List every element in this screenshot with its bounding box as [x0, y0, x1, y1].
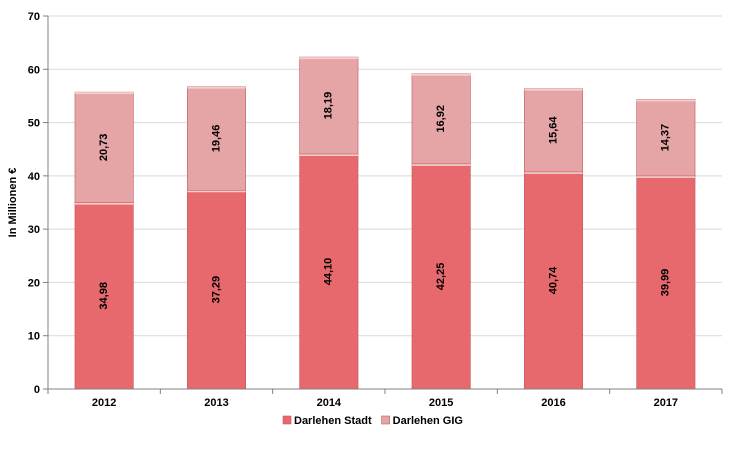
- axes: 0 10 20 30 40 50 60 70 2012 2013 2014 2015 2016 2017: [28, 11, 723, 409]
- bars: 34,98 20,73 37,29 19,46 44,10 18,19 42,25 16,92…: [74, 56, 696, 390]
- y-tick-label: 60: [28, 64, 40, 76]
- x-tick-label: 2013: [204, 397, 228, 409]
- bar-segment: [299, 56, 359, 155]
- y-tick-label: 70: [28, 11, 40, 23]
- data-label: 15,64: [547, 116, 559, 144]
- x-tick-label: 2017: [654, 397, 678, 409]
- legend-swatch: [381, 415, 390, 425]
- bar-segment: [411, 163, 471, 390]
- bar-segment: [186, 86, 247, 191]
- y-tick-label: 50: [28, 118, 40, 130]
- legend-swatch: [282, 415, 292, 425]
- bar-segment: [636, 175, 696, 390]
- bar-segment: [523, 171, 584, 390]
- bar-segment: [411, 73, 471, 165]
- legend: Darlehen Stadt Darlehen GIG: [282, 415, 463, 427]
- y-tick-label: 10: [28, 331, 40, 343]
- data-label: 40,74: [547, 266, 559, 294]
- bar-segment: [74, 91, 134, 203]
- data-label: 39,99: [660, 269, 672, 297]
- x-tick-label: 2012: [92, 397, 116, 409]
- x-tick-label: 2015: [429, 397, 453, 409]
- data-label: 42,25: [435, 263, 447, 291]
- bar-segment: [523, 88, 584, 173]
- gridlines: [48, 15, 722, 337]
- data-label: 19,46: [210, 125, 222, 153]
- data-label: 37,29: [210, 276, 222, 304]
- y-tick-label: 30: [28, 224, 40, 236]
- data-label: 14,37: [660, 124, 672, 152]
- x-tick-label: 2014: [317, 397, 342, 409]
- bar-segment: [636, 99, 696, 177]
- data-label: 18,19: [323, 92, 335, 120]
- y-tick-label: 0: [34, 384, 40, 396]
- y-axis-title: In Millionen €: [7, 168, 19, 238]
- data-label: 34,98: [98, 282, 110, 310]
- bar-segment: [299, 153, 359, 390]
- y-tick-label: 40: [28, 171, 40, 183]
- data-label: 20,73: [98, 134, 110, 162]
- legend-label: Darlehen Stadt: [294, 415, 372, 427]
- x-tick-label: 2016: [541, 397, 565, 409]
- data-label: 16,92: [435, 105, 447, 133]
- data-label: 44,10: [323, 258, 335, 286]
- legend-label: Darlehen GIG: [393, 415, 463, 427]
- y-tick-label: 20: [28, 277, 40, 289]
